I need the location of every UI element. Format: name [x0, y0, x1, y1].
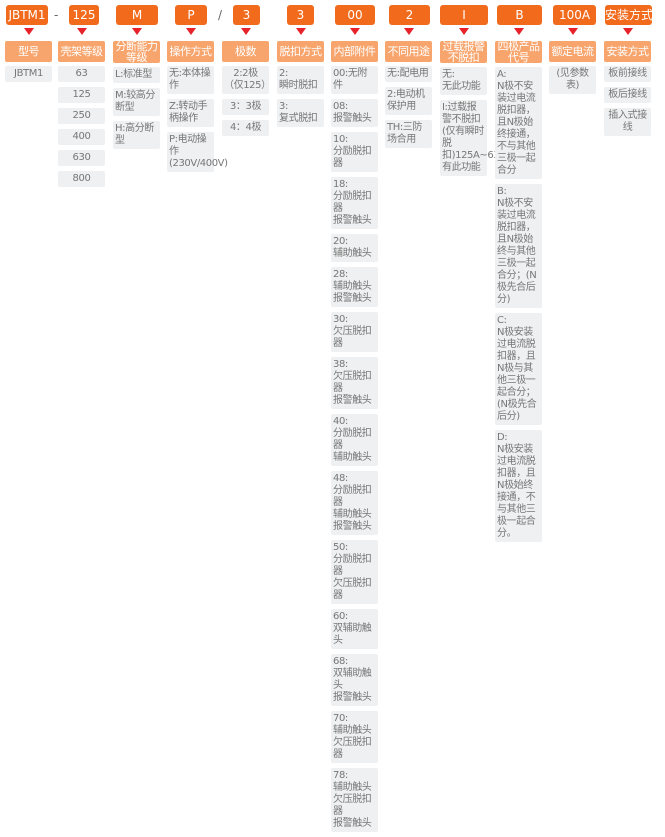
arrow-down-icon [622, 28, 633, 35]
option-item: 63 [58, 66, 105, 82]
option-item: I:过载报警不脱扣(仅有瞬时脱扣)125A~630A有此功能 [440, 100, 512, 176]
separator: - [54, 8, 59, 22]
option-item: 3：3极 [222, 99, 269, 115]
arrow-down-icon [76, 28, 87, 35]
option-item: (见参数表) [549, 66, 596, 94]
option-item: 28: 辅助触头 报警触头 [331, 267, 378, 307]
column-header: 额定电流 [549, 41, 596, 62]
option-item: 68: 双辅助触头 报警触头 [331, 654, 378, 706]
option-item: 08: 报警触头 [331, 99, 378, 127]
separator: / [218, 8, 223, 22]
option-item: TH:三防场合用 [385, 120, 432, 148]
option-item: 10: 分励脱扣器 [331, 132, 378, 172]
option-column: 过载报警不脱扣无: 无此功能 I:过载报警不脱扣(仅有瞬时脱扣)125A~630A… [440, 28, 512, 181]
code-box: JBTM1 [6, 5, 48, 25]
option-item: 2:电动机保护用 [385, 87, 432, 115]
option-column: 操作方式无:本体操作 Z:转动手柄操作 P:电动操作(230V/400V) [167, 28, 228, 177]
arrow-down-icon [131, 28, 142, 35]
option-item: B: N极不安装过电流脱扣器，且N极始终与其他三极一起合分；(N极先合后分) [495, 184, 542, 308]
option-column: 型号 JBTM1 [5, 28, 52, 87]
column-header: 不同用途 [385, 41, 432, 62]
option-item: 250 [58, 108, 105, 124]
column-header: 脱扣方式 [277, 41, 324, 62]
option-column: 安装方式板前接线板后接线插入式接线 [604, 28, 651, 141]
option-item: 400 [58, 129, 105, 145]
option-item: 50: 分励脱扣器 欠压脱扣器 [331, 540, 378, 604]
option-item: 20: 辅助触头 [331, 234, 378, 262]
option-item: L:标准型 [113, 67, 160, 83]
option-item: C: N极安装过电流脱扣器，且N极与其他三极一起合分；(N极先合后分) [495, 313, 542, 425]
column-header: 四极产品代号 [495, 41, 542, 63]
column-header: 壳架等级 [58, 41, 105, 62]
code-box: 100A [553, 5, 596, 25]
code-box: M [116, 5, 158, 25]
arrow-down-icon [403, 28, 414, 35]
arrow-down-icon [567, 28, 578, 35]
option-item: 无: 无此功能 [440, 67, 487, 95]
option-item: 800 [58, 171, 105, 187]
column-header: 操作方式 [167, 41, 214, 62]
option-item: 2:2极（仅125） [222, 66, 271, 94]
option-item: 无:本体操作 [167, 66, 214, 94]
column-header: 安装方式 [604, 41, 651, 62]
option-item: 板前接线 [604, 66, 651, 82]
column-header: 内部附件 [331, 41, 378, 62]
code-box: 2 [389, 5, 430, 25]
option-item: M:较高分断型 [113, 88, 160, 116]
code-box: P [175, 5, 207, 25]
arrow-down-icon [240, 28, 251, 35]
option-column: 脱扣方式 2: 瞬时脱扣 3: 复式脱扣 [277, 28, 324, 132]
code-box: I [440, 5, 488, 25]
arrow-down-icon [185, 28, 196, 35]
option-item: 00:无附件 [331, 66, 378, 94]
code-box: 00 [335, 5, 375, 25]
option-item: 2: 瞬时脱扣 [277, 66, 324, 94]
code-box: B [497, 5, 542, 25]
option-column: 四极产品代号 A: N极不安装过电流脱扣器，且N极始终接通，不与其他三极一起合分 B… [495, 28, 542, 547]
option-column: 壳架等级 63 125 250 400 630 800 [58, 28, 105, 192]
option-column: 极数 2:2极（仅125） 3：3极 4：4极 [222, 28, 271, 141]
option-item: 18: 分励脱扣器 报警触头 [331, 177, 378, 229]
option-item: 60: 双辅助触头 [331, 609, 378, 649]
arrow-down-icon [23, 28, 34, 35]
option-item: 无:配电用 [385, 66, 432, 82]
option-item: A: N极不安装过电流脱扣器，且N极始终接通，不与其他三极一起合分 [495, 67, 542, 179]
option-item: JBTM1 [5, 66, 52, 82]
option-item: 78: 辅助触头 欠压脱扣器 报警触头 [331, 768, 378, 832]
arrow-down-icon [349, 28, 360, 35]
option-column: 内部附件 00:无附件 08: 报警触头 10: 分励脱扣器 18: 分励脱扣器 报警触… [331, 28, 378, 837]
option-item: 3: 复式脱扣 [277, 99, 324, 127]
column-header: 过载报警不脱扣 [440, 41, 487, 63]
option-item: 40: 分励脱扣器 辅助触头 [331, 414, 378, 466]
option-item: D: N极安装过电流脱扣器，且N极始终接通，不与其他三极一起合分。 [495, 430, 542, 542]
option-item: 30: 欠压脱扣器 [331, 312, 378, 352]
option-column: 分断能力等级 L:标准型 M:较高分断型 H:高分断型 [113, 28, 160, 154]
option-item: P:电动操作(230V/400V) [167, 132, 228, 172]
arrow-down-icon [513, 28, 524, 35]
column-header: 分断能力等级 [113, 41, 160, 63]
option-item: Z:转动手柄操作 [167, 99, 214, 127]
option-item: 48: 分励脱扣器 辅助触头 报警触头 [331, 471, 378, 535]
option-item: H:高分断型 [113, 121, 160, 149]
arrow-down-icon [295, 28, 306, 35]
code-box: 3 [287, 5, 314, 25]
option-item: 板后接线 [604, 87, 651, 103]
arrow-down-icon [458, 28, 469, 35]
option-item: 4：4极 [222, 120, 269, 136]
option-column: 额定电流 (见参数表) [549, 28, 596, 99]
option-item: 70: 辅助触头 欠压脱扣器 [331, 711, 378, 763]
code-box: 3 [233, 5, 260, 25]
column-header: 型号 [5, 41, 52, 62]
code-box: 安装方式 [605, 5, 653, 25]
column-header: 极数 [222, 41, 269, 62]
option-item: 38: 欠压脱扣器 报警触头 [331, 357, 378, 409]
option-item: 630 [58, 150, 105, 166]
option-column: 不同用途无:配电用 2:电动机保护用 TH:三防场合用 [385, 28, 432, 153]
code-box: 125 [69, 5, 99, 25]
option-item: 插入式接线 [604, 108, 651, 136]
option-item: 125 [58, 87, 105, 103]
